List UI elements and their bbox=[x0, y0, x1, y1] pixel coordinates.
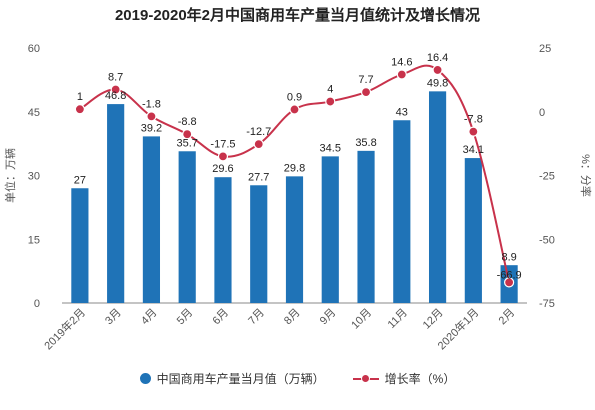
line-point bbox=[146, 111, 157, 122]
line-value-label: 1 bbox=[77, 91, 83, 103]
line-value-label: -17.5 bbox=[210, 138, 235, 150]
x-tick-label: 8月 bbox=[282, 307, 303, 328]
line-point bbox=[182, 129, 193, 140]
line-point bbox=[468, 126, 479, 137]
bar bbox=[178, 151, 196, 303]
x-tick-label: 4月 bbox=[139, 307, 160, 328]
bar-value-label: 27.7 bbox=[248, 171, 269, 183]
y-left-tick-label: 0 bbox=[34, 298, 40, 310]
x-tick-label: 2019年2月 bbox=[41, 305, 88, 352]
bar-value-label: 29.8 bbox=[284, 162, 305, 174]
bar-value-label: 34.5 bbox=[320, 142, 341, 154]
line-value-label: -8.8 bbox=[178, 116, 197, 128]
line-point bbox=[289, 104, 300, 115]
bar bbox=[285, 176, 304, 303]
bar bbox=[71, 188, 89, 303]
y-left-tick-label: 45 bbox=[28, 107, 40, 119]
line-point bbox=[432, 64, 443, 76]
line-value-label: -1.8 bbox=[142, 98, 161, 110]
y-right-tick-label: -25 bbox=[539, 171, 555, 183]
line-value-label: -12.7 bbox=[246, 126, 271, 138]
line-point bbox=[360, 87, 372, 98]
line-value-label: 16.4 bbox=[427, 52, 448, 64]
x-tick-label: 6月 bbox=[210, 307, 231, 328]
bar-series bbox=[71, 91, 518, 303]
y-left-tick-label: 60 bbox=[28, 43, 40, 55]
legend-item-bar[interactable]: 中国商用车产量当月值（万辆） bbox=[139, 370, 325, 387]
x-tick-label: 12月 bbox=[421, 307, 446, 332]
y-right-tick-label: -75 bbox=[539, 298, 555, 310]
bar bbox=[321, 156, 339, 303]
y-right-tick-label: -50 bbox=[539, 234, 555, 246]
line-point bbox=[504, 277, 515, 288]
y-right-tick-label: 25 bbox=[539, 43, 551, 55]
x-tick-label: 7月 bbox=[246, 307, 267, 328]
y-right-tick-label: 0 bbox=[539, 107, 545, 119]
y-left-tick-label: 30 bbox=[28, 171, 40, 183]
bar-value-label: 29.6 bbox=[212, 163, 233, 175]
legend-item-line[interactable]: 增长率（%） bbox=[352, 370, 456, 387]
y-left-tick-label: 15 bbox=[28, 234, 40, 246]
line-point bbox=[396, 69, 407, 80]
x-tick-label: 11月 bbox=[386, 307, 410, 331]
legend-line-swatch bbox=[352, 373, 379, 384]
line-point bbox=[325, 96, 336, 107]
bar bbox=[250, 185, 268, 303]
bar bbox=[107, 104, 125, 303]
line-value-label: 4 bbox=[327, 84, 333, 96]
x-tick-label: 3月 bbox=[103, 307, 124, 328]
bar-value-label: 27 bbox=[74, 174, 86, 186]
bar bbox=[142, 136, 161, 303]
legend-bar-swatch bbox=[139, 373, 151, 384]
line-value-label: 8.7 bbox=[108, 72, 123, 84]
bar bbox=[464, 158, 482, 303]
line-value-label: 0.9 bbox=[287, 91, 302, 103]
line-point bbox=[74, 104, 85, 115]
bar bbox=[428, 91, 447, 303]
line-value-label: -66.9 bbox=[497, 269, 522, 281]
line-point bbox=[110, 84, 121, 95]
bar-value-label: 34.1 bbox=[463, 144, 484, 156]
legend-line-label: 增长率（%） bbox=[384, 372, 456, 386]
bar bbox=[214, 177, 232, 303]
line-value-label: 14.6 bbox=[391, 57, 412, 69]
x-tick-label: 5月 bbox=[175, 307, 196, 328]
bar-value-label: 39.2 bbox=[141, 122, 162, 134]
legend-bar-label: 中国商用车产量当月值（万辆） bbox=[156, 372, 325, 386]
bar-value-label: 8.9 bbox=[501, 251, 516, 263]
bar-value-label: 46.8 bbox=[105, 90, 126, 102]
bar-value-label: 35.7 bbox=[176, 137, 197, 149]
x-tick-label: 2月 bbox=[497, 307, 518, 328]
line-series: 27 46.8 39.2 35.7 29.6 27.7 29.8 34.5 35.8 43 49.8… bbox=[74, 52, 522, 288]
line-point bbox=[253, 139, 264, 150]
chart-title: 2019-2020年2月中国商用车产量当月值统计及增长情况 bbox=[114, 7, 481, 24]
legend: 中国商用车产量当月值（万辆） 增长率（%） bbox=[0, 370, 595, 387]
line-value-label: -7.8 bbox=[464, 114, 483, 126]
bar-value-label: 49.8 bbox=[427, 77, 448, 89]
bar-value-label: 43 bbox=[396, 106, 408, 118]
bar-value-label: 35.8 bbox=[355, 137, 376, 149]
y-left-axis-label: 单位：万辆 bbox=[3, 148, 17, 203]
y-right-axis-label: %：分率 bbox=[579, 154, 593, 197]
line-point bbox=[217, 151, 229, 162]
x-tick-label: 9月 bbox=[318, 307, 339, 328]
x-tick-label: 10月 bbox=[349, 307, 374, 332]
line-value-label: 7.7 bbox=[358, 74, 373, 86]
bar bbox=[357, 150, 375, 303]
bar bbox=[393, 120, 411, 303]
